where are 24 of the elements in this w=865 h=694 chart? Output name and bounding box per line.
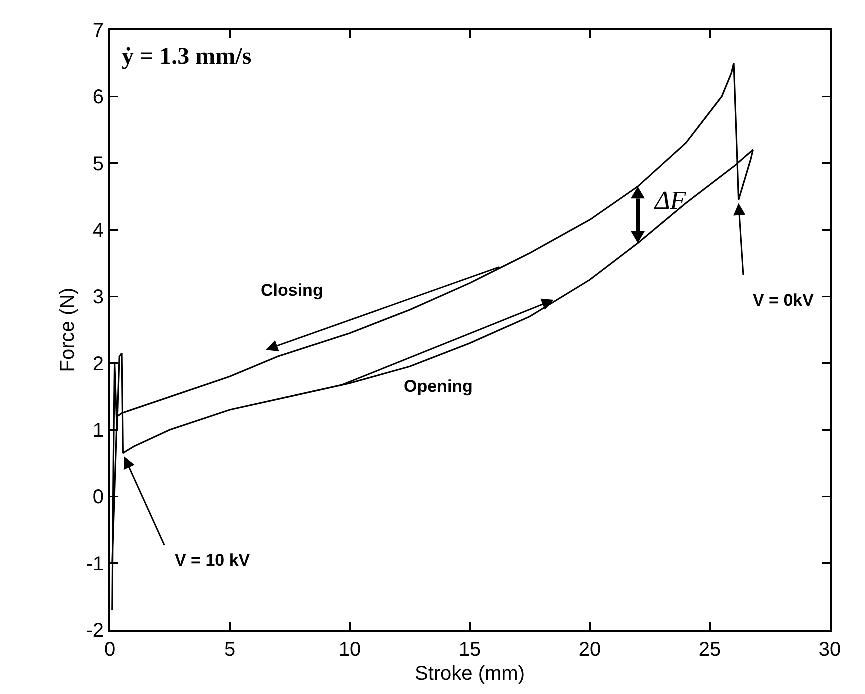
x-axis-title: Stroke (mm) (415, 663, 525, 685)
y-tick-label: 2 (92, 353, 104, 376)
x-tick-label: 5 (224, 639, 236, 661)
annotation: Opening (404, 377, 473, 396)
annotation: V = 0kV (753, 291, 815, 310)
y-tick-label: 6 (92, 86, 104, 109)
y-tick-label: 5 (92, 153, 104, 176)
x-tick-label: 10 (338, 639, 362, 661)
y-tick-label: 3 (92, 286, 104, 309)
y-tick-label: -2 (86, 620, 104, 642)
y-tick-label: 1 (92, 420, 104, 442)
x-tick-label: 15 (458, 639, 482, 661)
y-axis-title: Force (N) (57, 288, 80, 372)
y-tick-label: 7 (92, 20, 104, 42)
y-tick-label: -1 (86, 553, 104, 576)
x-tick-label: 20 (578, 639, 602, 661)
y-tick-label: 0 (92, 486, 104, 509)
annotation: V = 10 kV (175, 551, 251, 570)
annotation: Closing (261, 281, 324, 300)
x-tick-label: 30 (818, 639, 842, 661)
annotation: ẏ = 1.3 mm/s (122, 44, 252, 70)
x-tick-label: 25 (698, 639, 722, 661)
annotation: ΔF (654, 186, 688, 215)
y-tick-label: 4 (92, 220, 104, 242)
